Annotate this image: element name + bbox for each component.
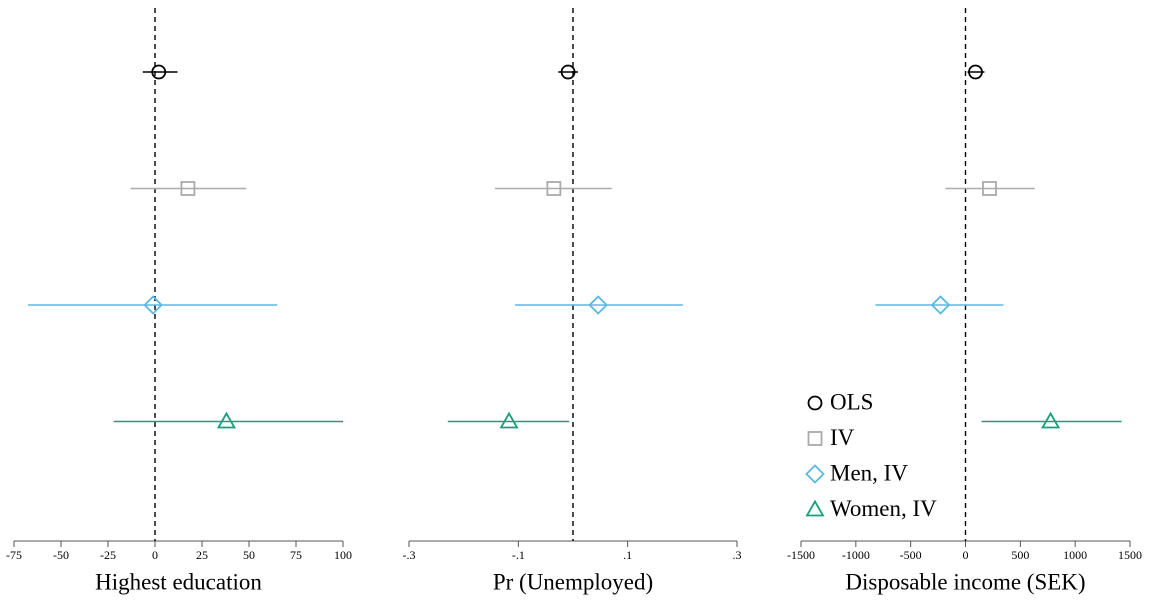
x-tick-label: 25 xyxy=(196,548,208,562)
x-tick-label: -50 xyxy=(53,548,69,562)
point-estimate xyxy=(930,295,951,315)
x-tick-label: -75 xyxy=(6,548,22,562)
x-tick-label: -.3 xyxy=(403,548,416,562)
point-estimate xyxy=(499,411,519,429)
legend-label: Women, IV xyxy=(830,496,937,521)
x-axis-title: Disposable income (SEK) xyxy=(845,569,1085,594)
point-estimate xyxy=(180,181,196,196)
legend-marker xyxy=(805,499,825,517)
x-tick-label: 0 xyxy=(963,548,969,562)
x-tick-label: 100 xyxy=(334,548,352,562)
legend-marker xyxy=(807,431,823,446)
x-tick-label: -500 xyxy=(900,548,922,562)
legend-label: OLS xyxy=(830,389,873,414)
point-estimate xyxy=(151,64,167,80)
x-tick-label: -.1 xyxy=(512,548,525,562)
x-tick-label: -1500 xyxy=(787,548,815,562)
point-estimate xyxy=(216,411,236,429)
x-tick-label: 1000 xyxy=(1063,548,1087,562)
legend-label: Men, IV xyxy=(830,460,908,485)
x-axis-title: Pr (Unemployed) xyxy=(493,569,653,594)
x-tick-label: 1500 xyxy=(1118,548,1142,562)
x-tick-label: 75 xyxy=(290,548,302,562)
x-axis-title: Highest education xyxy=(95,569,262,594)
point-estimate xyxy=(560,64,576,80)
point-estimate xyxy=(588,295,608,315)
point-estimate xyxy=(143,295,163,315)
point-estimate xyxy=(982,181,997,196)
point-estimate xyxy=(546,181,562,196)
point-estimate xyxy=(1041,411,1061,429)
legend-marker xyxy=(807,395,823,411)
x-tick-label: 50 xyxy=(243,548,255,562)
x-tick-label: -25 xyxy=(100,548,116,562)
x-tick-label: 0 xyxy=(152,548,158,562)
x-tick-label: -1000 xyxy=(842,548,870,562)
x-tick-label: 500 xyxy=(1011,548,1029,562)
x-tick-label: .1 xyxy=(623,548,632,562)
point-estimate xyxy=(968,64,983,80)
x-tick-label: .3 xyxy=(733,548,742,562)
legend-marker xyxy=(805,464,825,484)
legend-label: IV xyxy=(830,425,855,450)
